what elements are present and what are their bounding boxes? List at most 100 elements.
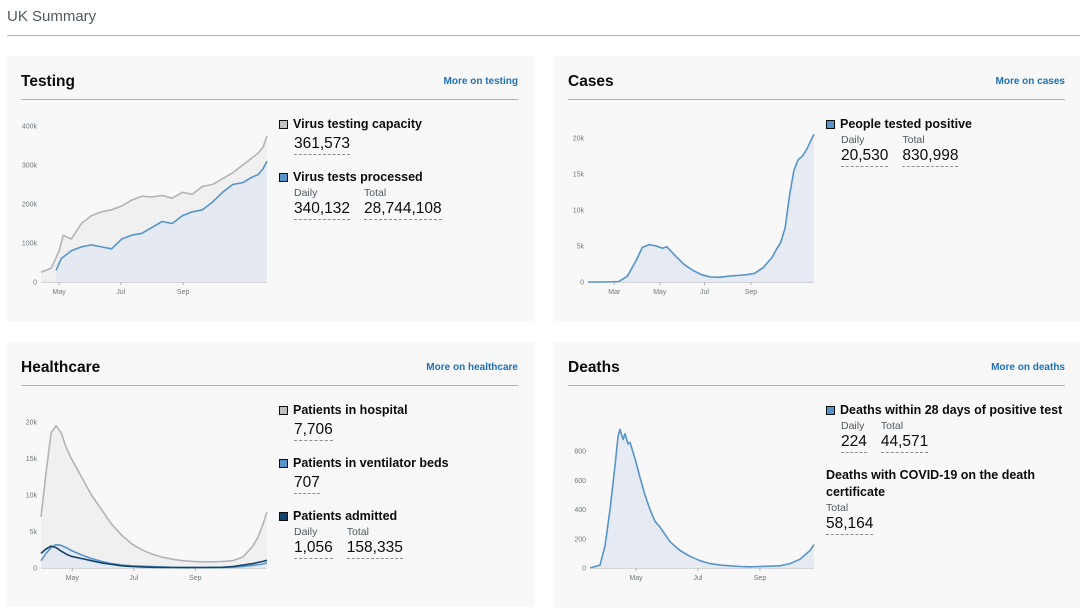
metric-values: 7,706 bbox=[294, 420, 529, 441]
metric-values: Daily 340,132 Total 28,744,108 bbox=[294, 187, 529, 220]
value-label: Daily bbox=[841, 134, 865, 146]
card-divider bbox=[568, 99, 1065, 100]
value-block: Total 158,335 bbox=[346, 526, 403, 559]
value-label: Daily bbox=[841, 420, 865, 432]
legend-swatch-navy bbox=[279, 512, 288, 521]
x-tick-label: Sep bbox=[189, 575, 202, 582]
legend-swatch-blue bbox=[826, 406, 835, 415]
y-tick-label: 10k bbox=[26, 493, 38, 500]
card-divider bbox=[21, 385, 518, 386]
x-tick-label: Sep bbox=[745, 289, 758, 296]
metric-header: Patients in hospital bbox=[279, 402, 529, 419]
card-cases: Cases More on cases 0 5k 10k 15k 20k Mar May Ju… bbox=[554, 56, 1080, 321]
metric-value[interactable]: 7,706 bbox=[294, 420, 333, 441]
metric-header: Deaths within 28 days of positive test bbox=[826, 402, 1076, 419]
metric-value[interactable]: 20,530 bbox=[841, 146, 889, 167]
deaths-chart: 0 200 400 600 800 May Jul Sep bbox=[574, 428, 815, 582]
metric-values: Daily 20,530 Total 830,998 bbox=[841, 134, 1076, 167]
y-tick-label: 5k bbox=[577, 244, 585, 251]
value-block: Daily 1,056 bbox=[294, 526, 333, 559]
metric-value[interactable]: 1,056 bbox=[294, 538, 333, 559]
series-line-virus-testing-capacity bbox=[40, 135, 268, 274]
value-label: Daily bbox=[294, 187, 318, 199]
x-tick-label: Jul bbox=[116, 289, 125, 296]
metric-value[interactable]: 361,573 bbox=[294, 134, 351, 155]
value-label: Total bbox=[364, 187, 387, 199]
x-tick-label: May bbox=[629, 575, 643, 582]
legend-swatch-grey bbox=[279, 120, 288, 129]
testing-chart: 0 100k 200k 300k 400k May Jul Sep bbox=[22, 124, 268, 296]
metric-label: Virus testing capacity bbox=[293, 117, 422, 131]
series-line-people-tested-positive bbox=[588, 134, 815, 283]
metric-value[interactable]: 830,998 bbox=[902, 146, 959, 167]
more-on-cases-link[interactable]: More on cases bbox=[995, 76, 1065, 87]
series-line-patients-in-hospital bbox=[40, 424, 268, 563]
card-testing: Testing More on testing 0 100k 200k 300k 400… bbox=[7, 56, 534, 321]
series-area-patients-in-hospital bbox=[41, 425, 267, 568]
metric-value[interactable]: 44,571 bbox=[880, 432, 929, 453]
metric-label: Patients in ventilator beds bbox=[293, 456, 449, 470]
value-block: Daily 340,132 bbox=[294, 187, 351, 220]
series-area-virus-tests-processed bbox=[56, 161, 267, 282]
more-on-healthcare-link[interactable]: More on healthcare bbox=[426, 362, 518, 373]
metric-value[interactable]: 158,335 bbox=[346, 538, 403, 559]
value-block: 7,706 bbox=[294, 420, 333, 441]
metric-value[interactable]: 58,164 bbox=[826, 514, 874, 535]
metric-header: Virus testing capacity bbox=[279, 116, 529, 133]
metric-value[interactable]: 707 bbox=[294, 473, 320, 494]
metric-header: Patients in ventilator beds bbox=[279, 455, 529, 472]
legend-swatch-grey bbox=[279, 406, 288, 415]
metric-value[interactable]: 28,744,108 bbox=[364, 199, 442, 220]
metric-label: Deaths with COVID-19 on the death certif… bbox=[826, 468, 1036, 499]
value-label: Total bbox=[826, 502, 849, 514]
value-label: Total bbox=[902, 134, 925, 146]
deaths-metrics: Deaths within 28 days of positive test D… bbox=[826, 402, 1076, 549]
testing-metrics: Virus testing capacity 361,573 Virus tes… bbox=[279, 116, 529, 234]
y-tick-label: 400k bbox=[22, 124, 38, 131]
metric-value[interactable]: 340,132 bbox=[294, 199, 351, 220]
more-on-testing-link[interactable]: More on testing bbox=[443, 76, 518, 87]
title-divider bbox=[7, 35, 1080, 36]
cases-metrics: People tested positive Daily 20,530 Tota… bbox=[826, 116, 1076, 181]
y-tick-label: 10k bbox=[573, 208, 585, 215]
metric-values: Total 58,164 bbox=[826, 502, 1076, 535]
metric-values: 707 bbox=[294, 473, 529, 494]
healthcare-metrics: Patients in hospital 7,706 Patients in v… bbox=[279, 402, 529, 573]
healthcare-chart: 0 5k 10k 15k 20k May Jul Sep bbox=[26, 420, 268, 582]
y-tick-label: 15k bbox=[26, 456, 38, 463]
y-tick-label: 200 bbox=[574, 536, 586, 543]
card-deaths: Deaths More on deaths 0 200 400 600 800 May Ju… bbox=[554, 342, 1080, 608]
metric-values: Daily 224 Total 44,571 bbox=[841, 420, 1076, 453]
value-label: Total bbox=[880, 420, 904, 432]
metric-label: Virus tests processed bbox=[293, 170, 423, 184]
x-tick-label: May bbox=[53, 289, 67, 296]
metric-label: Deaths within 28 days of positive test bbox=[840, 403, 1063, 417]
legend-swatch-blue bbox=[279, 459, 288, 468]
value-block: Total 58,164 bbox=[826, 502, 874, 535]
metric-header: Patients admitted bbox=[279, 508, 529, 525]
metric-deaths-within-28-days: Deaths within 28 days of positive test D… bbox=[826, 402, 1076, 453]
card-divider bbox=[568, 385, 1065, 386]
card-healthcare: Healthcare More on healthcare 0 5k 10k 15k 2… bbox=[7, 342, 534, 607]
card-title-healthcare: Healthcare bbox=[21, 359, 101, 376]
y-tick-label: 20k bbox=[26, 420, 38, 427]
y-tick-label: 15k bbox=[573, 172, 585, 179]
more-on-deaths-link[interactable]: More on deaths bbox=[991, 362, 1065, 373]
x-tick-label: May bbox=[653, 289, 667, 296]
metric-values: Daily 1,056 Total 158,335 bbox=[294, 526, 529, 559]
card-title-cases: Cases bbox=[568, 73, 614, 90]
x-tick-label: Jul bbox=[700, 289, 709, 296]
x-tick-label: Jul bbox=[129, 575, 138, 582]
metric-people-tested-positive: People tested positive Daily 20,530 Tota… bbox=[826, 116, 1076, 167]
x-tick-label: Jul bbox=[694, 575, 703, 582]
legend-swatch-blue bbox=[279, 173, 288, 182]
x-tick-label: Mar bbox=[608, 289, 621, 296]
metric-label: Patients in hospital bbox=[293, 403, 408, 417]
metric-value[interactable]: 224 bbox=[841, 432, 867, 453]
y-tick-label: 5k bbox=[30, 529, 38, 536]
value-block: Total 28,744,108 bbox=[364, 187, 442, 220]
y-tick-label: 0 bbox=[582, 566, 586, 573]
x-tick-label: Sep bbox=[754, 575, 767, 582]
value-label: Daily bbox=[294, 526, 318, 538]
series-line-patients-admitted bbox=[40, 545, 268, 569]
